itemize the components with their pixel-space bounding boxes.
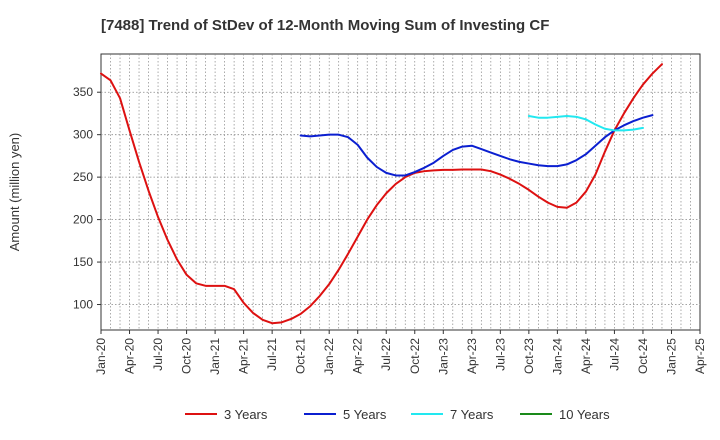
x-tick-label: Jul-20 xyxy=(151,338,165,371)
x-tick-label: Apr-25 xyxy=(693,338,707,374)
legend-item: 3 Years xyxy=(185,407,268,422)
x-tick-label: Jan-25 xyxy=(664,338,678,375)
x-tick-label: Jul-21 xyxy=(265,338,279,371)
y-axis-label: Amount (million yen) xyxy=(7,133,22,252)
legend-label: 3 Years xyxy=(224,407,268,422)
legend: 3 Years 5 Years 7 Years 10 Years xyxy=(185,407,610,422)
grid-lines xyxy=(101,54,700,330)
x-tick-label: Oct-23 xyxy=(522,338,536,374)
y-tick-label: 350 xyxy=(73,85,93,99)
x-tick-label: Oct-21 xyxy=(294,338,308,374)
series-line-7-years xyxy=(527,114,644,132)
legend-item: 7 Years xyxy=(411,407,494,422)
x-tick-label: Jul-23 xyxy=(493,338,507,371)
x-tick-label: Jan-22 xyxy=(322,338,336,375)
x-tick-label: Apr-20 xyxy=(123,338,137,374)
y-tick-label: 200 xyxy=(73,213,93,227)
x-tick-label: Jan-24 xyxy=(550,338,564,375)
chart-title: [7488] Trend of StDev of 12-Month Moving… xyxy=(101,17,549,34)
y-tick-label: 100 xyxy=(73,298,93,312)
x-tick-label: Oct-20 xyxy=(180,338,194,374)
series-line-3-years xyxy=(100,63,663,325)
x-tick-label: Apr-24 xyxy=(579,338,593,374)
y-tick-label: 300 xyxy=(73,128,93,142)
x-tick-label: Jan-21 xyxy=(208,338,222,375)
x-tick-label: Apr-21 xyxy=(237,338,251,374)
legend-item: 5 Years xyxy=(304,407,387,422)
x-axis-ticks: Jan-20 Apr-20 Jul-20 Oct-20 Jan-21 Apr-21 Jul-… xyxy=(94,330,707,375)
plot-area xyxy=(100,53,701,331)
x-tick-label: Jul-24 xyxy=(607,338,621,371)
x-tick-label: Jan-20 xyxy=(94,338,108,375)
x-tick-label: Apr-22 xyxy=(351,338,365,374)
legend-label: 5 Years xyxy=(343,407,387,422)
y-axis-ticks: 100 150 200 250 300 350 xyxy=(73,85,101,312)
series-lines xyxy=(100,63,663,325)
x-tick-label: Jul-22 xyxy=(379,338,393,371)
y-tick-label: 250 xyxy=(73,170,93,184)
legend-label: 7 Years xyxy=(450,407,494,422)
x-tick-label: Oct-24 xyxy=(636,338,650,374)
series-line-5-years xyxy=(299,114,654,177)
legend-label: 10 Years xyxy=(559,407,610,422)
legend-item: 10 Years xyxy=(520,407,610,422)
y-tick-label: 150 xyxy=(73,255,93,269)
x-tick-label: Oct-22 xyxy=(408,338,422,374)
x-tick-label: Jan-23 xyxy=(436,338,450,375)
x-tick-label: Apr-23 xyxy=(465,338,479,374)
